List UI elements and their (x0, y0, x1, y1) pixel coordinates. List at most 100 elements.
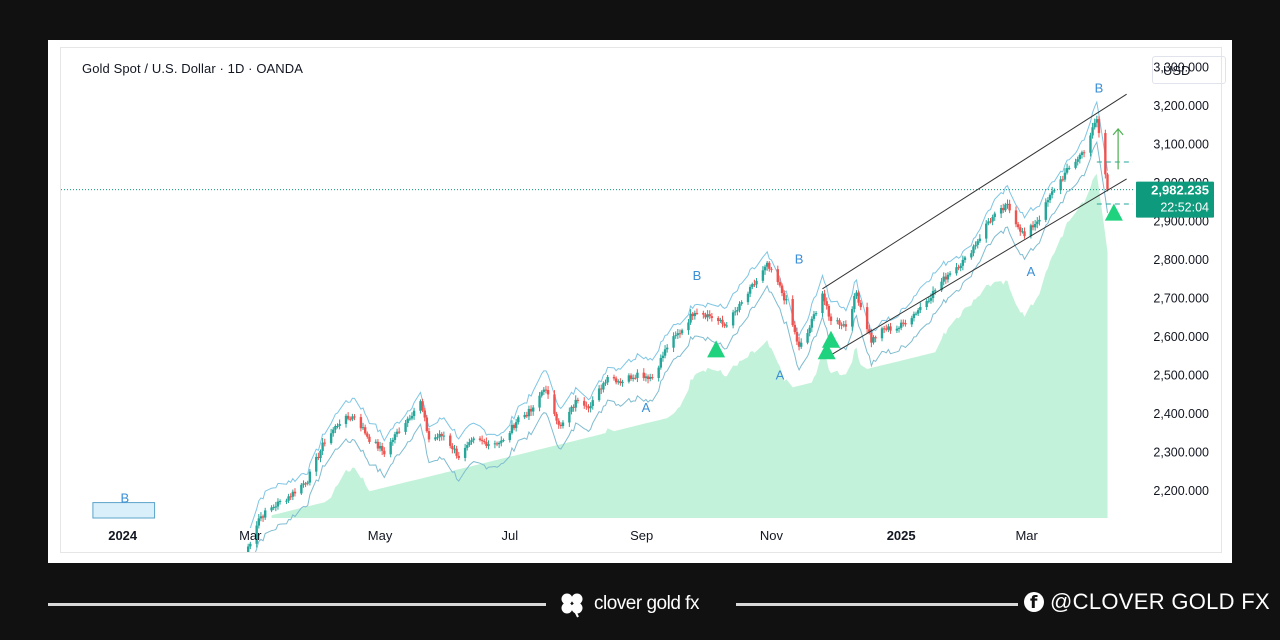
candle-body (606, 376, 609, 383)
candle-body (940, 281, 943, 291)
y-tick-label: 2,500.000 (1153, 368, 1209, 382)
candle-body (438, 433, 441, 438)
candle-body (1089, 135, 1092, 153)
candle-body (263, 510, 267, 518)
candle-body (1033, 224, 1037, 228)
candle-body (378, 445, 382, 449)
candle-body (480, 440, 484, 442)
candle-body (319, 450, 322, 459)
candle-body (902, 322, 905, 324)
candle-body (925, 301, 928, 308)
candle-body (621, 381, 624, 384)
candle-body (761, 270, 765, 281)
candle-body (842, 324, 845, 326)
candle-body (823, 293, 826, 302)
price-tag-value: 2,982.235 (1151, 183, 1209, 198)
wave-label: A (776, 367, 785, 382)
candle-body (825, 301, 828, 306)
candle-body (561, 422, 565, 427)
candle-body (665, 347, 669, 350)
candle-body (927, 300, 931, 302)
candle-body (717, 317, 720, 321)
candle-body (725, 325, 728, 327)
price-chart[interactable]: BBABAAB3,300.0003,200.0003,100.0003,000.… (61, 48, 1221, 552)
candle-body (557, 420, 560, 425)
candle-body (587, 406, 590, 409)
candle-body (782, 293, 786, 301)
candle-body (497, 442, 501, 445)
currency-selector[interactable]: USD (1152, 56, 1226, 84)
candle-body (555, 413, 558, 421)
candle-body (278, 501, 282, 503)
candle-body (527, 408, 531, 417)
candle-body (1008, 203, 1011, 211)
candle-body (770, 268, 773, 270)
candle-body (895, 328, 899, 331)
wave-label: B (1095, 80, 1104, 95)
envelope-lower (255, 140, 1108, 552)
candle-body (287, 496, 290, 501)
x-tick-label: Mar (239, 528, 262, 543)
candle-body (329, 433, 333, 444)
y-tick-label: 3,100.000 (1153, 137, 1209, 151)
target-arrow-head (1112, 127, 1124, 136)
y-tick-label: 2,800.000 (1153, 253, 1209, 267)
price-tag (1136, 181, 1214, 218)
candle-body (889, 326, 892, 331)
candle-body (463, 447, 467, 458)
channel-upper (822, 93, 1127, 290)
candle-body (972, 246, 975, 254)
candle-body (1065, 168, 1069, 173)
candle-body (336, 425, 339, 427)
buy-signal-triangle (707, 340, 726, 358)
candle-body (406, 418, 409, 424)
candle-body (591, 400, 594, 407)
candle-body (663, 349, 667, 356)
candle-body (885, 328, 888, 330)
candle-body (955, 267, 958, 274)
candle-body (246, 546, 250, 552)
candle-body (785, 298, 788, 301)
candle-body (421, 401, 424, 411)
candle-body (795, 332, 799, 342)
candle-body (646, 376, 650, 379)
candle-body (619, 381, 622, 384)
candle-body (455, 448, 458, 456)
candle-body (776, 269, 779, 283)
candle-body (389, 441, 392, 455)
candle-body (957, 267, 960, 269)
candle-body (1036, 221, 1039, 225)
candle-body (589, 406, 592, 409)
candle-body (942, 276, 945, 282)
candle-body (395, 431, 399, 435)
candle-body (315, 456, 318, 472)
candle-body (502, 440, 505, 442)
y-tick-label: 2,600.000 (1153, 330, 1209, 344)
candle-body (706, 314, 709, 318)
candle-body (808, 327, 811, 334)
candle-body (525, 414, 529, 417)
candle-body (874, 337, 877, 339)
candle-body (1044, 202, 1047, 220)
brand-name: clover gold fx (594, 593, 699, 614)
candle-body (695, 312, 699, 314)
chart-frame: BBABAAB3,300.0003,200.0003,100.0003,000.… (48, 40, 1232, 563)
candle-body (731, 312, 735, 326)
candle-body (1095, 119, 1099, 123)
candle-body (1061, 179, 1065, 181)
candle-body (383, 450, 386, 455)
candle-body (853, 295, 856, 310)
candle-body (868, 329, 871, 333)
clover-icon (561, 593, 583, 618)
candle-body (276, 501, 280, 507)
candle-body (332, 429, 335, 434)
candle-body (423, 410, 426, 418)
candle-body (1078, 154, 1082, 160)
candle-body (1091, 127, 1094, 136)
candle-body (419, 401, 422, 411)
candle-body (944, 276, 948, 280)
candle-body (602, 383, 605, 390)
chart-panel[interactable]: BBABAAB3,300.0003,200.0003,100.0003,000.… (60, 47, 1226, 553)
candle-body (553, 394, 556, 414)
candle-body (546, 390, 550, 395)
